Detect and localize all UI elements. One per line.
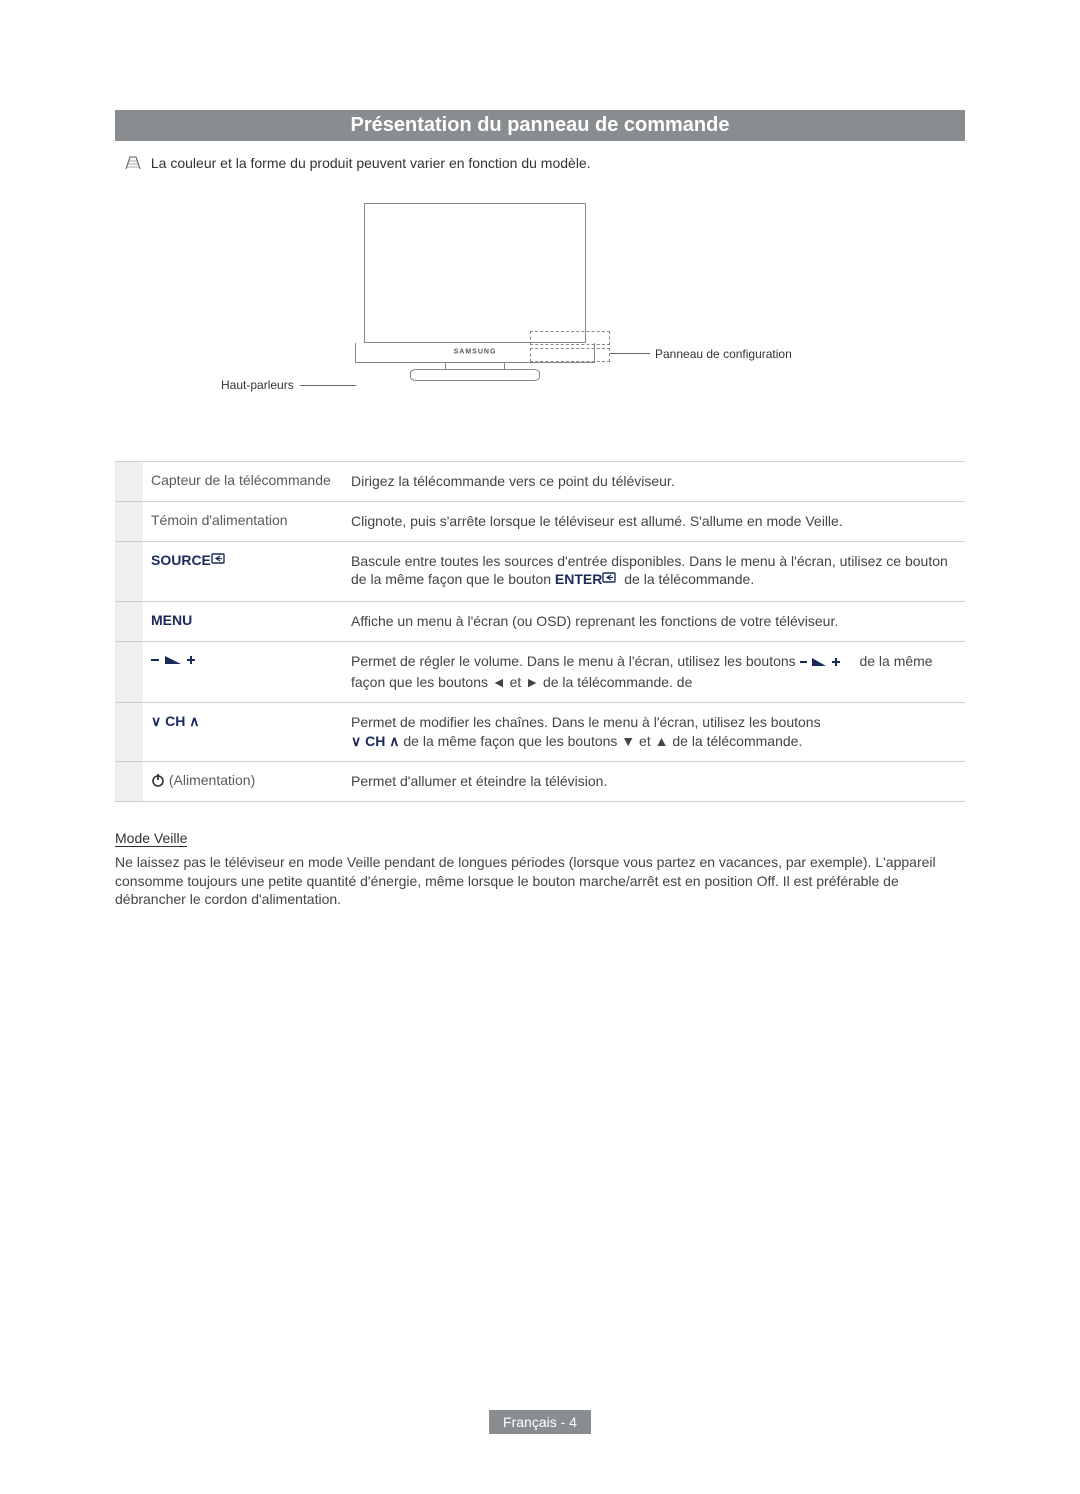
ch-up-icon: ∧ (189, 713, 199, 729)
tv-screen (364, 203, 586, 343)
volume-down-icon (151, 653, 203, 670)
row-label (143, 642, 343, 703)
section-title-text: Présentation du panneau de commande (351, 114, 730, 136)
ch-bold-up: ∧ (389, 733, 399, 749)
ch-text: CH (161, 713, 189, 729)
ch-down-icon: ∨ (151, 713, 161, 729)
desc-pre: Permet de régler le volume. Dans le menu… (351, 653, 800, 669)
section-title-bar: Présentation du panneau de commande (115, 110, 965, 141)
standby-heading: Mode Veille (115, 830, 187, 847)
row-marker (115, 602, 143, 642)
config-panel-highlight-bottom (530, 348, 610, 362)
desc-pre: Permet de modifier les chaînes. Dans le … (351, 714, 821, 730)
controls-table: Capteur de la télécommande Dirigez la té… (115, 461, 965, 802)
table-row: MENU Affiche un menu à l'écran (ou OSD) … (115, 602, 965, 642)
row-desc: Permet de modifier les chaînes. Dans le … (343, 703, 965, 762)
desc-post: de la même façon que les boutons ▼ et ▲ … (400, 733, 803, 749)
table-row: Témoin d'alimentation Clignote, puis s'a… (115, 501, 965, 541)
row-label: ∨ CH ∧ (143, 703, 343, 762)
table-row: ∨ CH ∧ Permet de modifier les chaînes. D… (115, 703, 965, 762)
power-label-paren: (Alimentation) (165, 772, 255, 788)
page-footer: Français - 4 (489, 1410, 591, 1434)
page-content: Présentation du panneau de commande La c… (0, 0, 1080, 909)
row-label: (Alimentation) (143, 761, 343, 801)
row-marker (115, 461, 143, 501)
table-row: Capteur de la télécommande Dirigez la té… (115, 461, 965, 501)
footer-sep: - (557, 1414, 569, 1430)
row-desc: Affiche un menu à l'écran (ou OSD) repre… (343, 602, 965, 642)
tv-stand-neck (445, 363, 505, 369)
desc-post: de la télécommande. (620, 571, 754, 587)
config-panel-highlight-top (530, 331, 610, 345)
row-desc: Permet de régler le volume. Dans le menu… (343, 642, 965, 703)
tv-diagram: SAMSUNG Panneau de configuration Haut-pa… (115, 203, 965, 413)
power-icon (151, 773, 165, 790)
note-icon (125, 156, 141, 173)
table-row: Permet de régler le volume. Dans le menu… (115, 642, 965, 703)
row-marker (115, 642, 143, 703)
row-marker (115, 541, 143, 602)
note-line: La couleur et la forme du produit peuven… (115, 155, 965, 173)
enter-bold: ENTER (555, 571, 602, 587)
row-marker (115, 703, 143, 762)
menu-label: MENU (151, 612, 192, 628)
row-label: SOURCE (143, 541, 343, 602)
row-desc: Permet d'allumer et éteindre la télévisi… (343, 761, 965, 801)
footer-page: 4 (569, 1414, 577, 1430)
tv-stand-base (410, 369, 540, 381)
callout-line-left (300, 385, 356, 386)
ch-bold-mid: CH (361, 733, 389, 749)
note-text: La couleur et la forme du produit peuven… (151, 155, 591, 171)
standby-section: Mode Veille Ne laissez pas le téléviseur… (115, 830, 965, 910)
row-label: Témoin d'alimentation (143, 501, 343, 541)
table-row: (Alimentation) Permet d'allumer et étein… (115, 761, 965, 801)
row-desc: Bascule entre toutes les sources d'entré… (343, 541, 965, 602)
enter-icon (602, 572, 620, 591)
volume-inline-icon (800, 654, 856, 673)
row-label: MENU (143, 602, 343, 642)
row-label: Capteur de la télécommande (143, 461, 343, 501)
callout-line-right (610, 353, 650, 354)
standby-body: Ne laissez pas le téléviseur en mode Vei… (115, 853, 965, 910)
brand-logo: SAMSUNG (454, 349, 497, 356)
ch-bold-down: ∨ (351, 733, 361, 749)
enter-icon (211, 553, 229, 570)
source-label: SOURCE (151, 552, 211, 568)
row-marker (115, 761, 143, 801)
callout-label-speakers: Haut-parleurs (221, 378, 294, 392)
callout-label-config: Panneau de configuration (655, 347, 792, 361)
row-desc: Dirigez la télécommande vers ce point du… (343, 461, 965, 501)
row-desc: Clignote, puis s'arrête lorsque le télév… (343, 501, 965, 541)
table-row: SOURCE Bascule entre toutes les sources … (115, 541, 965, 602)
row-marker (115, 501, 143, 541)
footer-lang: Français (503, 1414, 557, 1430)
